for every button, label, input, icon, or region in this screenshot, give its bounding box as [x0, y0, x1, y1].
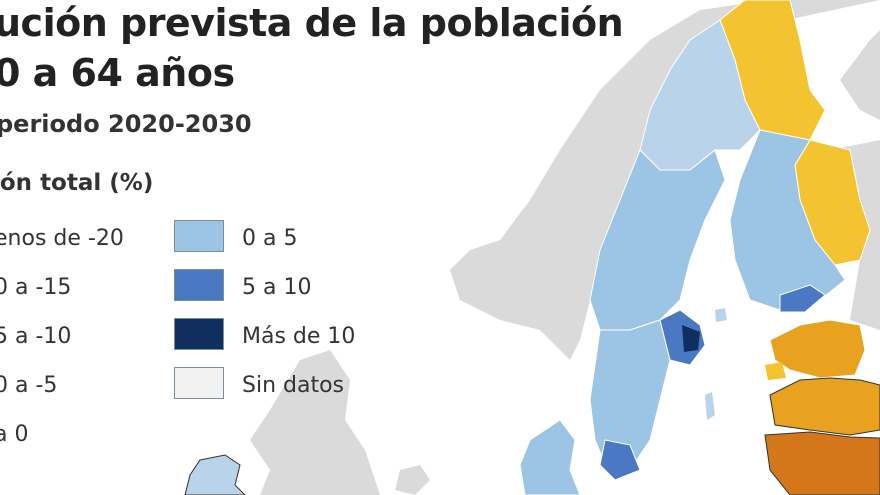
aland	[715, 308, 727, 322]
map-subtitle: periodo 2020-2030	[0, 110, 252, 138]
norway-land	[450, 0, 880, 360]
estonia-island	[765, 362, 786, 380]
denmark	[519, 419, 581, 495]
legend-swatch-more-than-10	[174, 318, 224, 350]
legend-label-minus-10-to-minus-5: 0 a -5	[0, 373, 58, 398]
latvia	[769, 377, 880, 436]
legend-label-minus-20-to-minus-15: 0 a -15	[0, 275, 72, 300]
finland-helsinki	[779, 284, 826, 313]
legend-label-5-to-10: 5 a 10	[242, 275, 312, 300]
legend-label-more-than-10: Más de 10	[242, 324, 356, 349]
sweden-central	[589, 149, 726, 331]
sweden-stockholm	[659, 309, 706, 366]
legend-label-minus-5-to-0: a 0	[0, 422, 29, 447]
legend-label-less-than-minus-20: enos de -20	[0, 226, 124, 251]
gotland	[705, 392, 715, 420]
map-title-line-1: ución prevista de la población	[0, 1, 624, 45]
map-title-line-2: 0 a 64 años	[0, 51, 235, 95]
sweden-stockholm-core	[682, 325, 700, 352]
legend-label-no-data: Sin datos	[242, 373, 345, 398]
norway-coast	[840, 30, 880, 120]
small-island	[395, 465, 430, 495]
estonia	[769, 319, 866, 379]
legend-swatch-no-data	[174, 367, 224, 399]
sweden-south	[589, 319, 671, 476]
legend-swatch-5-to-10	[174, 269, 224, 301]
finland-central	[729, 129, 846, 311]
sweden-goteborg	[599, 439, 641, 481]
legend-title: ión total (%)	[0, 170, 154, 196]
scotland-region	[184, 454, 246, 495]
lithuania	[764, 431, 880, 495]
legend-label-0-to-5: 0 a 5	[242, 226, 298, 251]
legend-label-minus-15-to-minus-10: 5 a -10	[0, 324, 72, 349]
uk-land	[250, 350, 380, 495]
russia-land	[830, 140, 880, 330]
legend-swatch-0-to-5	[174, 220, 224, 252]
